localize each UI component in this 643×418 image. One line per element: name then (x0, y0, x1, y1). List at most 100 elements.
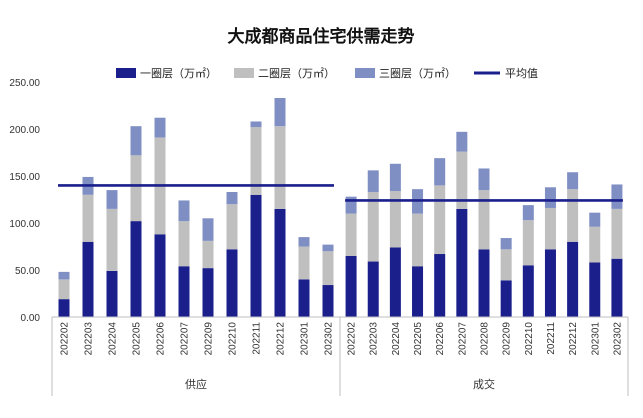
bar-segment (389, 191, 401, 248)
bar-segment (367, 261, 379, 317)
legend-swatch (116, 68, 136, 78)
bar-segment (589, 212, 601, 227)
bar-segment (500, 249, 512, 281)
bar-segment (106, 190, 118, 209)
bar-segment (154, 117, 166, 138)
bar-segment (500, 280, 512, 317)
legend: 一圈层（万㎡） 二圈层（万㎡） 三圈层（万㎡） 平均值 (116, 67, 538, 80)
group-label: 供应 (185, 377, 207, 391)
bar-segment (589, 226, 601, 263)
bar-segment (322, 251, 334, 286)
bar-segment (250, 121, 262, 128)
x-tick-label: 202301 (300, 322, 311, 356)
bar-segment (478, 168, 490, 191)
bar-segment (82, 194, 94, 242)
bar-segment (130, 126, 142, 156)
bar-segment (611, 184, 623, 209)
bar-segment (367, 191, 379, 262)
bar-segment (178, 200, 190, 222)
x-tick-label: 202208 (480, 322, 491, 356)
y-tick-label: 150.00 (9, 172, 40, 183)
bar-segment (178, 266, 190, 317)
bar-segment (456, 208, 468, 317)
bar-segment (130, 155, 142, 222)
bar-segment (226, 204, 238, 250)
y-tick-label: 200.00 (9, 125, 40, 136)
bar-segment (226, 191, 238, 205)
bar-segment (412, 266, 424, 317)
bar-segment (250, 127, 262, 195)
bar-segment (202, 218, 214, 241)
bar-segment (298, 279, 310, 317)
x-tick-label: 202207 (457, 322, 468, 356)
legend-label: 二圈层（万㎡） (258, 67, 335, 80)
legend-label: 三圈层（万㎡） (379, 67, 456, 80)
x-tick-label: 202206 (435, 322, 446, 356)
bar-segment (611, 258, 623, 317)
bar-segment (298, 237, 310, 247)
bar-segment (567, 189, 579, 242)
x-tick-label: 202202 (60, 322, 71, 356)
bar-segment (456, 131, 468, 152)
bar-segment (202, 268, 214, 317)
bar-segment (274, 208, 286, 317)
x-tick-label: 202210 (524, 322, 535, 356)
x-tick-label: 202211 (252, 322, 263, 355)
bar-segment (544, 187, 556, 208)
x-tick-label: 202210 (228, 322, 239, 356)
bar-segment (434, 254, 446, 317)
bar-segment (434, 158, 446, 186)
y-tick-label: 50.00 (15, 266, 40, 277)
bar-segment (456, 151, 468, 209)
y-tick-label: 100.00 (9, 219, 40, 230)
x-tick-label: 202211 (546, 322, 557, 355)
legend-label: 一圈层（万㎡） (140, 67, 217, 80)
bar-segment (345, 213, 357, 256)
bar-segment (322, 285, 334, 317)
bar-segment (500, 238, 512, 250)
bar-segment (367, 170, 379, 192)
x-tick-label: 202302 (324, 322, 335, 356)
bar-segment (389, 247, 401, 317)
y-tick-label: 0.00 (21, 313, 41, 324)
chart-title: 大成都商品住宅供需走势 (228, 26, 415, 46)
bar-segment (58, 299, 70, 317)
bar-segment (154, 234, 166, 317)
group-label: 成交 (473, 377, 495, 391)
bar-segment (434, 185, 446, 255)
y-tick-label: 250.00 (9, 78, 40, 89)
x-tick-label: 202203 (369, 322, 380, 356)
bar-segment (106, 270, 118, 317)
bar-segment (202, 240, 214, 269)
x-tick-label: 202212 (276, 322, 287, 356)
bar-segment (58, 279, 70, 300)
x-tick-label: 202301 (590, 322, 601, 356)
bar-segment (298, 246, 310, 280)
bar-segment (226, 249, 238, 317)
bars (58, 97, 623, 317)
x-tick-label: 202205 (132, 322, 143, 356)
bar-segment (250, 194, 262, 317)
bar-segment (274, 97, 286, 127)
bar-segment (611, 208, 623, 259)
bar-segment (544, 249, 556, 317)
legend-swatch (234, 68, 254, 78)
x-tick-label: 202203 (84, 322, 95, 356)
bar-segment (274, 126, 286, 209)
bar-segment (567, 241, 579, 317)
bar-segment (58, 271, 70, 280)
x-tick-label: 202205 (413, 322, 424, 356)
x-tick-label: 202209 (502, 322, 513, 356)
x-tick-label: 202204 (391, 322, 402, 356)
bar-segment (178, 221, 190, 267)
x-tick-label: 202206 (156, 322, 167, 356)
bar-segment (567, 172, 579, 190)
y-axis: 0.00 50.00 100.00 150.00 200.00 250.00 (9, 78, 40, 324)
bar-segment (389, 163, 401, 192)
bar-segment (106, 208, 118, 271)
bar-segment (82, 241, 94, 317)
x-tick-label: 202302 (612, 322, 623, 356)
bar-segment (478, 190, 490, 250)
x-tick-label: 202209 (204, 322, 215, 356)
